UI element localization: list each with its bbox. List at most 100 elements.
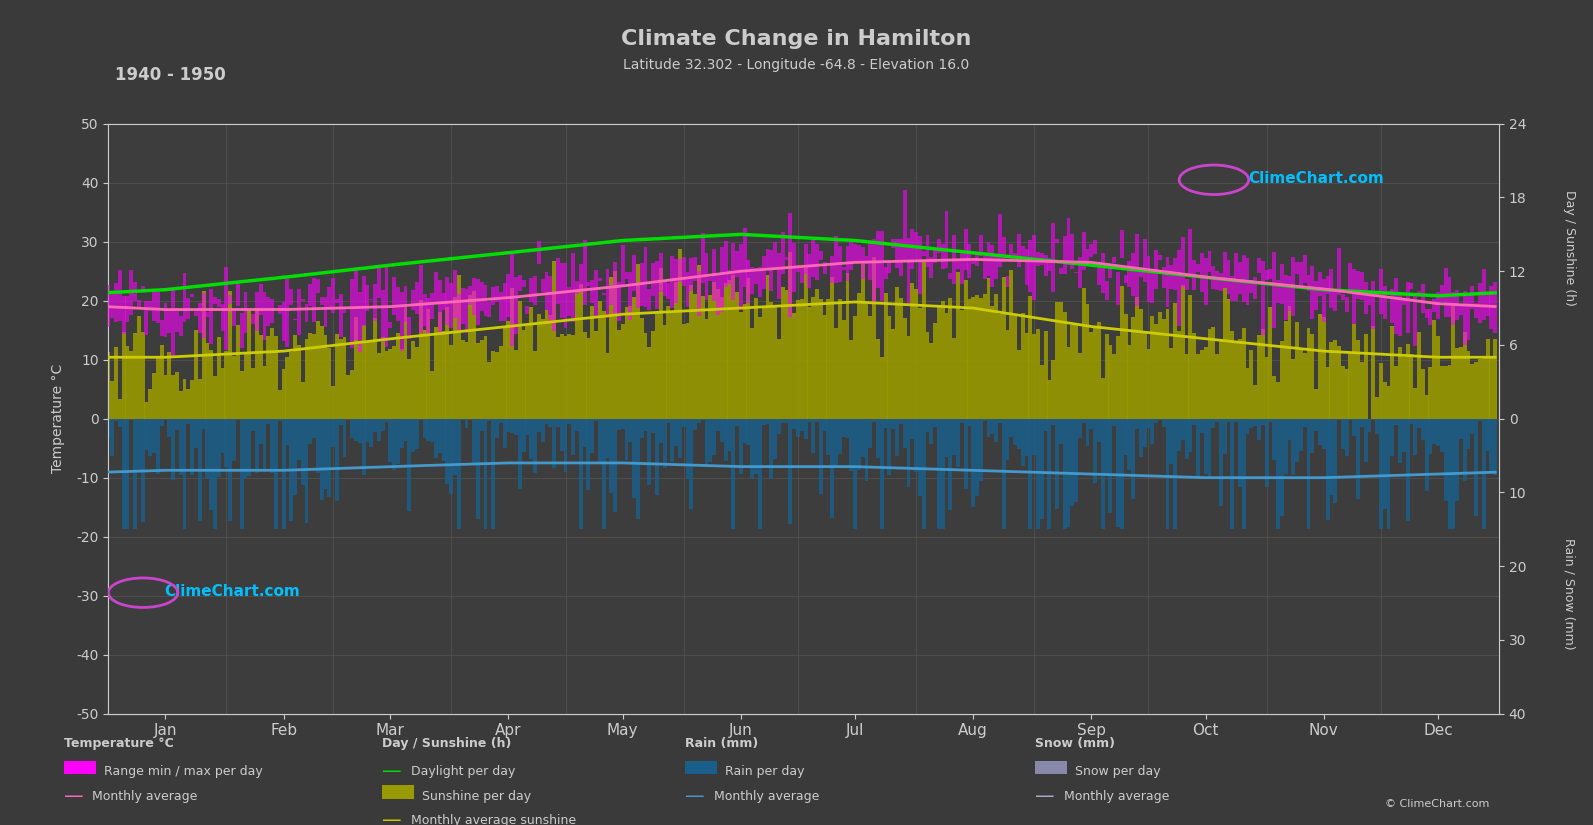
Bar — [1325, 419, 1330, 520]
Bar — [975, 419, 980, 496]
Bar — [518, 275, 523, 291]
Bar — [605, 419, 610, 459]
Bar — [1155, 323, 1158, 419]
Bar — [479, 282, 484, 311]
Bar — [1440, 365, 1443, 419]
Bar — [1410, 282, 1413, 289]
Bar — [236, 283, 241, 306]
Bar — [465, 342, 468, 419]
Bar — [1462, 332, 1467, 419]
Bar — [194, 330, 198, 419]
Bar — [479, 340, 484, 419]
Bar — [1344, 419, 1349, 456]
Bar — [865, 257, 868, 264]
Bar — [1391, 326, 1394, 419]
Bar — [835, 237, 838, 283]
Bar — [233, 310, 236, 326]
Bar — [518, 301, 523, 419]
Bar — [739, 312, 742, 419]
Bar — [986, 278, 991, 419]
Bar — [107, 419, 110, 439]
Bar — [1405, 344, 1410, 419]
Bar — [1074, 419, 1078, 502]
Bar — [830, 419, 835, 518]
Bar — [857, 293, 860, 419]
Bar — [1276, 382, 1279, 419]
Bar — [515, 351, 518, 419]
Bar — [1440, 419, 1443, 452]
Bar — [156, 419, 159, 474]
Bar — [956, 271, 961, 419]
Bar — [1207, 252, 1211, 272]
Bar — [1330, 342, 1333, 419]
Bar — [540, 280, 545, 292]
Bar — [1074, 272, 1078, 273]
Bar — [296, 419, 301, 460]
Bar — [1402, 419, 1405, 452]
Bar — [335, 334, 339, 419]
Bar — [194, 310, 198, 316]
Bar — [553, 419, 556, 468]
Bar — [1021, 246, 1024, 259]
Bar — [624, 272, 629, 280]
Bar — [868, 316, 873, 419]
Bar — [1474, 303, 1478, 318]
Bar — [1180, 419, 1185, 440]
Text: Daylight per day: Daylight per day — [411, 765, 516, 778]
Bar — [1200, 351, 1204, 419]
Bar — [1429, 367, 1432, 419]
Bar — [1085, 304, 1090, 419]
Bar — [937, 238, 941, 252]
Bar — [865, 419, 868, 480]
Bar — [164, 375, 167, 419]
Bar — [1223, 252, 1227, 289]
Bar — [647, 346, 652, 419]
Bar — [640, 419, 644, 438]
Bar — [1486, 339, 1489, 419]
Bar — [1481, 358, 1486, 419]
Bar — [1032, 419, 1035, 455]
Bar — [1196, 419, 1200, 478]
Bar — [118, 419, 121, 427]
Bar — [1067, 346, 1070, 419]
Bar — [140, 332, 145, 419]
Bar — [1493, 419, 1497, 475]
Bar — [602, 293, 605, 295]
Bar — [1185, 354, 1188, 419]
Bar — [1147, 257, 1150, 302]
Bar — [698, 265, 701, 419]
Bar — [384, 266, 389, 346]
Bar — [559, 263, 564, 318]
Bar — [239, 313, 244, 348]
Bar — [1421, 369, 1424, 419]
Bar — [857, 245, 860, 262]
Bar — [178, 391, 183, 419]
Bar — [1276, 419, 1279, 530]
Bar — [1098, 419, 1101, 441]
Bar — [449, 283, 452, 328]
Bar — [350, 279, 354, 348]
Bar — [1337, 346, 1341, 419]
Bar — [1207, 419, 1211, 479]
Bar — [728, 280, 731, 419]
Bar — [838, 299, 841, 419]
Bar — [1211, 327, 1215, 419]
Bar — [997, 419, 1002, 423]
Bar — [460, 288, 465, 324]
Bar — [263, 292, 266, 340]
Bar — [624, 419, 629, 460]
Bar — [438, 419, 441, 453]
Bar — [1230, 276, 1235, 300]
Bar — [446, 307, 449, 419]
Bar — [1257, 419, 1262, 440]
Bar — [704, 318, 709, 419]
Bar — [906, 238, 910, 305]
Bar — [1399, 419, 1402, 463]
Bar — [1021, 313, 1024, 419]
Bar — [690, 285, 693, 419]
Bar — [816, 289, 819, 419]
Bar — [507, 321, 510, 419]
Bar — [1158, 312, 1161, 419]
Bar — [1303, 419, 1306, 427]
Bar — [926, 419, 929, 431]
